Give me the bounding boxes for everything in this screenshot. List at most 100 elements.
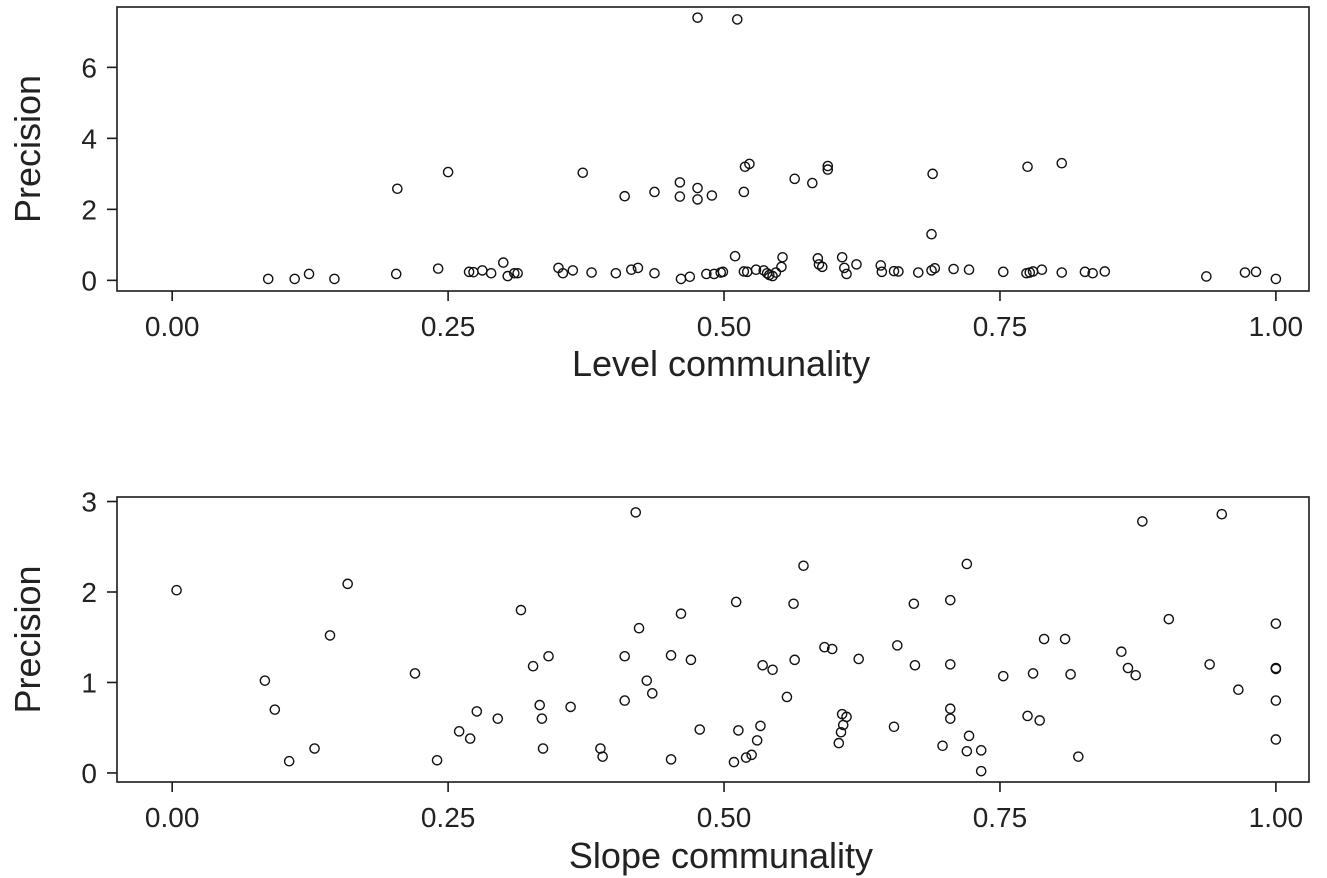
- scatter-point: [789, 173, 800, 185]
- scatter-point: [777, 251, 788, 263]
- scatter-point: [649, 267, 660, 279]
- scatter-point: [289, 273, 300, 285]
- y-tick-label: 1: [81, 667, 97, 698]
- scatter-point: [876, 266, 888, 278]
- x-tick-label: 1.00: [1249, 311, 1304, 342]
- scatter-point: [692, 12, 703, 23]
- scatter-point: [1233, 684, 1244, 696]
- y-tick-label: 6: [81, 52, 97, 83]
- scatter-point: [813, 259, 825, 270]
- scatter-point: [944, 713, 956, 724]
- x-tick-label: 0.00: [145, 802, 200, 833]
- scatter-point: [557, 267, 569, 279]
- scatter-point: [633, 622, 645, 634]
- scatter-point: [492, 713, 504, 724]
- scatter-point: [1204, 659, 1215, 670]
- scatter-point: [1079, 266, 1091, 278]
- scatter-point: [453, 726, 465, 737]
- scatter-point: [807, 177, 818, 189]
- x-tick-label: 0.25: [421, 311, 476, 342]
- plot-frame: [116, 496, 1310, 783]
- scatter-point: [1270, 618, 1282, 629]
- scatter-point: [390, 268, 402, 280]
- scatter-point: [432, 263, 444, 274]
- scatter-point: [826, 643, 838, 655]
- scatter-point: [728, 756, 740, 768]
- scatter-point: [738, 186, 750, 198]
- y-tick-label: 2: [81, 194, 97, 225]
- y-tick-label: 0: [81, 265, 97, 296]
- scatter-point: [975, 745, 987, 756]
- scatter-point: [751, 735, 763, 746]
- scatter-point: [738, 266, 750, 277]
- scatter-point: [927, 168, 938, 180]
- scatter-point: [262, 273, 274, 285]
- scatter-point: [646, 688, 658, 699]
- scatter-panel-1: 0.00 0.25 0.50 0.75 1.00 0 2 4 6 Level communalit…: [7, 6, 1310, 384]
- scatter-point: [619, 650, 631, 662]
- scatter-point: [835, 726, 847, 738]
- scatter-point: [477, 265, 488, 276]
- scatter-point: [597, 751, 608, 762]
- scatter-point: [485, 267, 497, 279]
- scatter-point: [789, 654, 800, 666]
- scatter-point: [537, 743, 549, 754]
- scatter-point: [324, 630, 336, 641]
- scatter-point: [961, 558, 973, 570]
- scatter-point: [619, 695, 631, 706]
- scatter-point: [431, 754, 443, 766]
- scatter-point: [502, 270, 514, 282]
- scatter-point: [963, 730, 975, 742]
- scatter-point: [1270, 695, 1282, 706]
- scatter-point: [269, 704, 281, 715]
- scatter-point: [619, 190, 631, 202]
- scatter-point: [630, 507, 642, 518]
- scatter-point: [833, 737, 845, 749]
- scatter-point: [912, 267, 924, 278]
- scatter-point: [788, 598, 799, 610]
- scatter-point: [746, 749, 757, 761]
- scatter-point: [997, 266, 1009, 278]
- plot-frame: [116, 6, 1310, 292]
- scatter-point: [836, 251, 848, 263]
- scatter-point: [816, 261, 828, 273]
- scatter-point: [303, 268, 315, 280]
- scatter-point: [770, 267, 782, 278]
- scatter-point: [665, 650, 677, 661]
- scatter-point: [822, 160, 834, 172]
- scatter-point: [463, 266, 475, 278]
- scatter-point: [171, 584, 182, 596]
- scatter-point: [948, 263, 959, 275]
- scatter-point: [684, 271, 696, 283]
- scatter-point: [665, 754, 677, 765]
- scatter-point: [706, 190, 718, 201]
- x-axis-title: Slope communality: [569, 835, 873, 876]
- scatter-point: [888, 721, 900, 733]
- scatter-point: [1027, 668, 1039, 679]
- scatter-point: [888, 265, 900, 277]
- scatter-point: [543, 650, 554, 662]
- scatter-point: [755, 720, 766, 732]
- scatter-point: [926, 228, 937, 240]
- scatter-point: [997, 670, 1009, 682]
- scatter-point: [963, 264, 975, 276]
- scatter-point: [342, 578, 353, 590]
- scatter-point: [776, 261, 787, 273]
- scatter-point: [1022, 710, 1033, 722]
- scatter-point: [1270, 663, 1282, 675]
- x-tick-label: 0.00: [145, 311, 200, 342]
- scatter-point: [1036, 264, 1048, 276]
- scatter-point: [1087, 267, 1098, 279]
- scatter-point: [1216, 508, 1228, 520]
- scatter-point: [1056, 157, 1068, 169]
- scatter-point: [471, 706, 483, 717]
- scatter-point: [536, 713, 548, 724]
- scatter-point: [750, 264, 762, 276]
- scatter-point: [944, 594, 956, 606]
- scatter-point: [565, 701, 576, 713]
- scatter-point: [527, 660, 539, 672]
- scatter-point: [781, 691, 793, 703]
- scatter-point: [692, 182, 703, 194]
- scatter-point: [626, 264, 637, 276]
